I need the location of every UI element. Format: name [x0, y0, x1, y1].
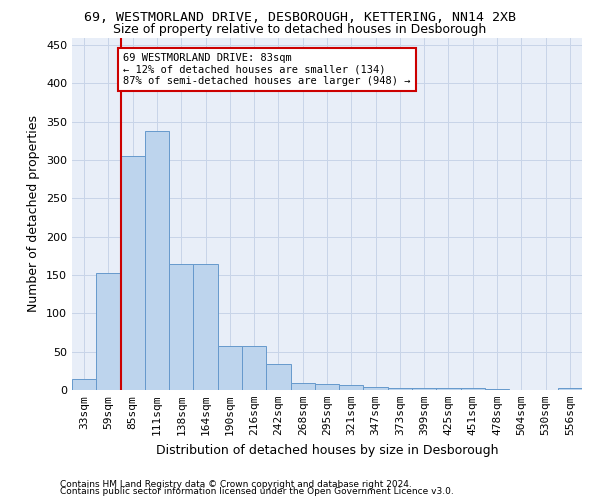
Bar — [169, 264, 193, 390]
Bar — [388, 388, 412, 390]
Text: Size of property relative to detached houses in Desborough: Size of property relative to detached ho… — [113, 22, 487, 36]
Y-axis label: Number of detached properties: Number of detached properties — [28, 116, 40, 312]
Bar — [242, 346, 266, 390]
Bar — [339, 386, 364, 390]
Bar — [96, 273, 121, 390]
X-axis label: Distribution of detached houses by size in Desborough: Distribution of detached houses by size … — [156, 444, 498, 456]
Bar — [412, 388, 436, 390]
Text: Contains public sector information licensed under the Open Government Licence v3: Contains public sector information licen… — [60, 487, 454, 496]
Bar — [266, 364, 290, 390]
Bar — [461, 388, 485, 390]
Bar — [364, 387, 388, 390]
Bar — [72, 378, 96, 390]
Bar — [485, 389, 509, 390]
Bar — [121, 156, 145, 390]
Bar — [436, 388, 461, 390]
Bar — [315, 384, 339, 390]
Bar — [218, 346, 242, 390]
Bar — [145, 131, 169, 390]
Bar — [290, 383, 315, 390]
Text: 69 WESTMORLAND DRIVE: 83sqm
← 12% of detached houses are smaller (134)
87% of se: 69 WESTMORLAND DRIVE: 83sqm ← 12% of det… — [124, 53, 411, 86]
Text: 69, WESTMORLAND DRIVE, DESBOROUGH, KETTERING, NN14 2XB: 69, WESTMORLAND DRIVE, DESBOROUGH, KETTE… — [84, 11, 516, 24]
Text: Contains HM Land Registry data © Crown copyright and database right 2024.: Contains HM Land Registry data © Crown c… — [60, 480, 412, 489]
Bar — [193, 264, 218, 390]
Bar — [558, 388, 582, 390]
